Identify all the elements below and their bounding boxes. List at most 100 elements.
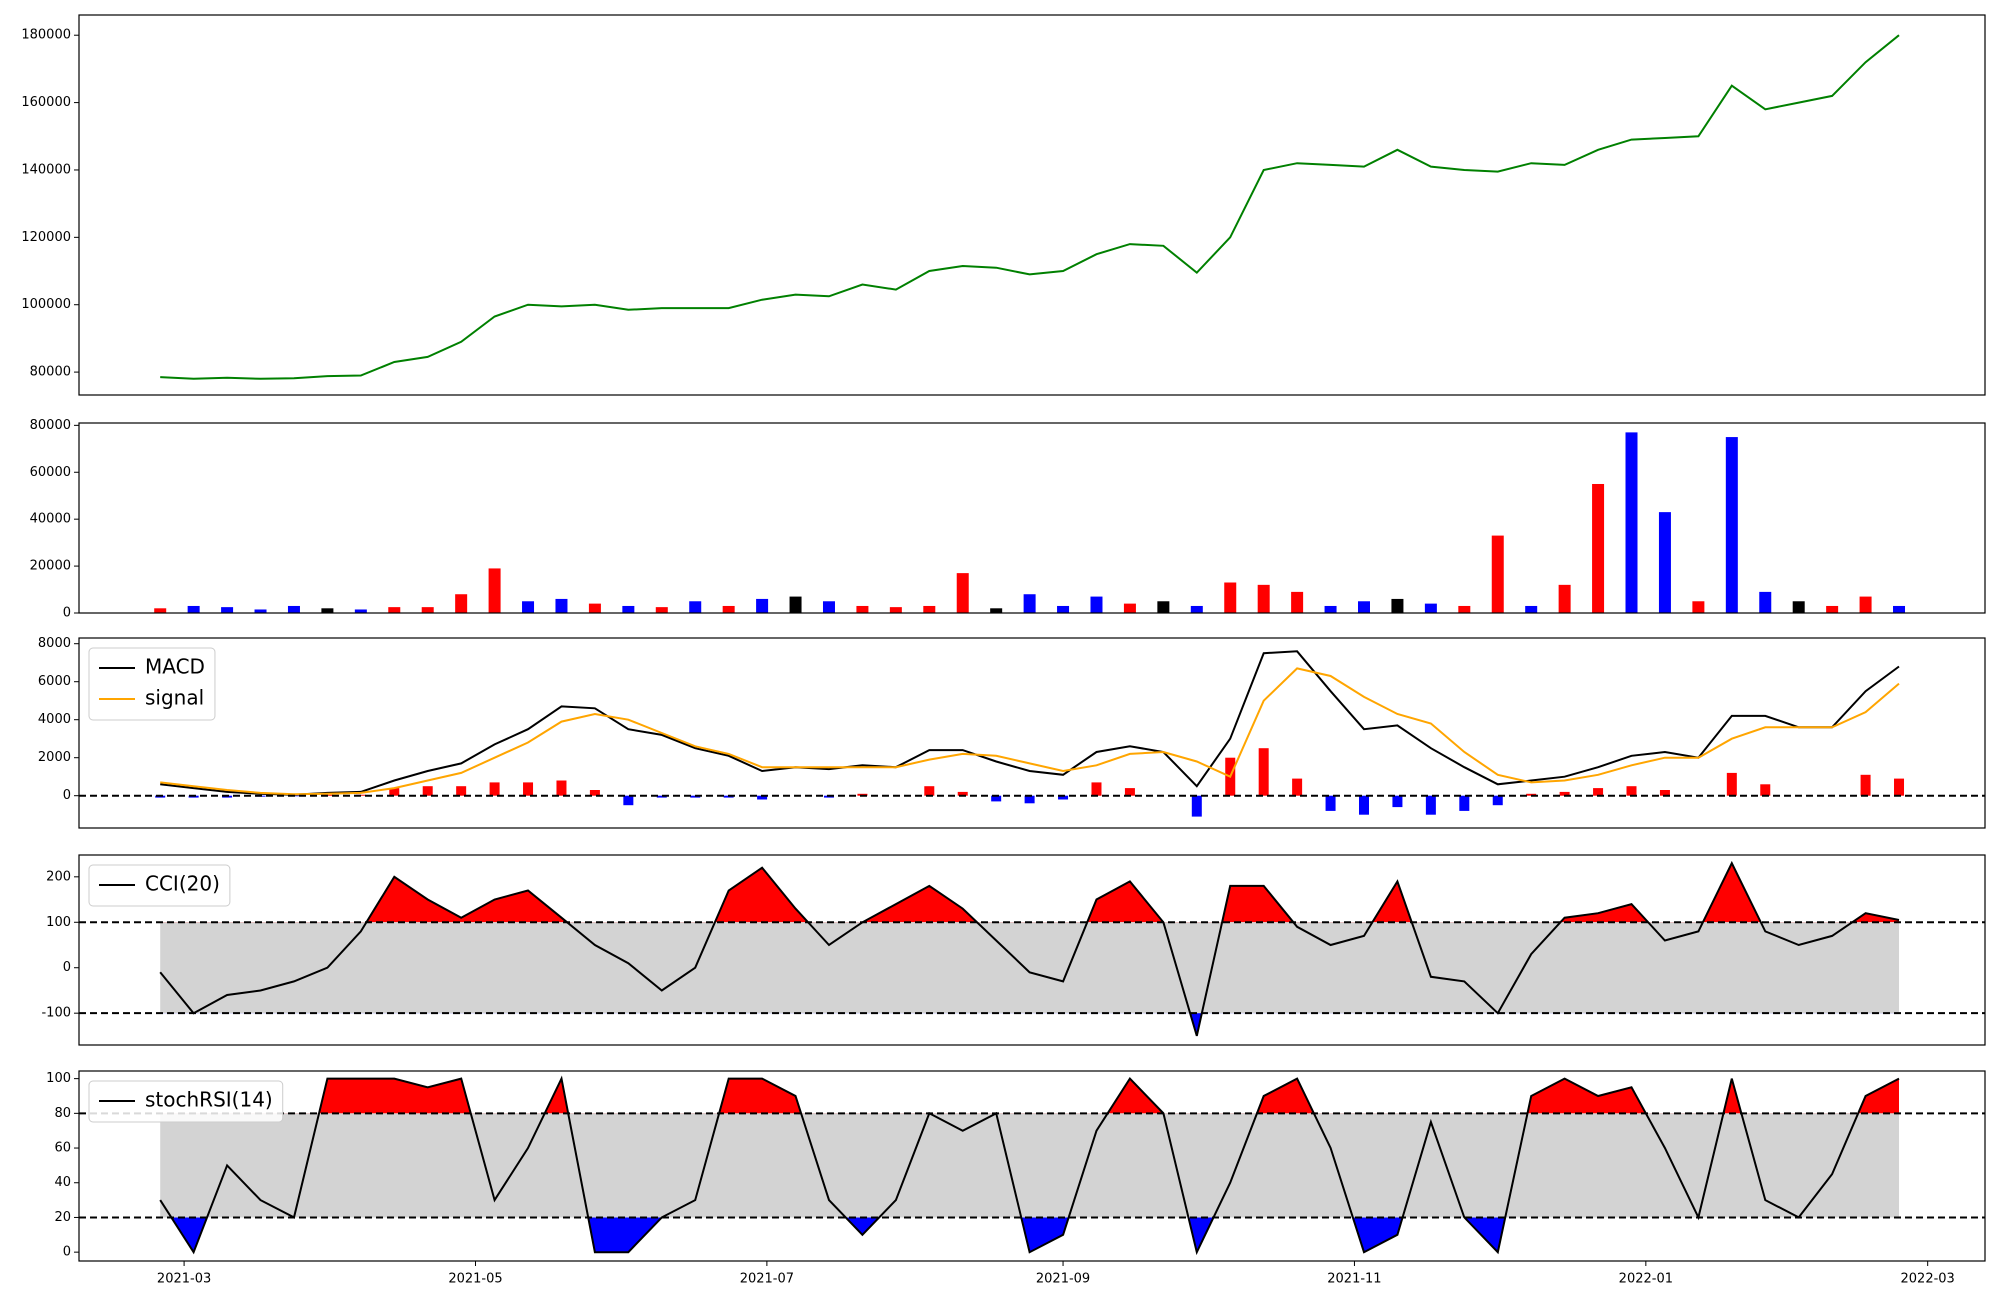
line — [160, 34, 1900, 380]
legend-label: CCI(20) — [145, 872, 220, 896]
histogram-bar — [1760, 784, 1771, 796]
legend-label: MACD — [145, 655, 205, 679]
histogram-bar — [623, 795, 634, 806]
bar — [1324, 605, 1337, 613]
histogram-bar — [523, 782, 534, 796]
y-tick-label: 40000 — [30, 512, 71, 527]
legend-box — [88, 864, 231, 907]
x-tick-label: 2021-03 — [157, 1272, 211, 1287]
bar — [522, 601, 535, 613]
bar — [1592, 483, 1605, 613]
histogram-bar — [1325, 795, 1336, 811]
bar — [1157, 601, 1170, 613]
y-tick-label: 80000 — [30, 418, 71, 433]
histogram-bar — [924, 786, 935, 796]
bar — [956, 573, 969, 613]
bar — [1224, 582, 1237, 613]
bar — [455, 594, 468, 613]
bar — [388, 607, 401, 613]
histogram-bar — [957, 791, 968, 796]
bar — [1458, 605, 1471, 613]
y-tick-label: 8000 — [38, 636, 71, 651]
bar — [1257, 584, 1270, 613]
histogram-bar — [489, 782, 500, 796]
x-tick-label: 2022-01 — [1619, 1272, 1673, 1287]
y-tick-label: 60000 — [30, 465, 71, 480]
histogram-bar — [656, 795, 667, 798]
bar — [354, 609, 367, 613]
histogram-bar — [1593, 788, 1604, 796]
y-tick-label: 20 — [54, 1210, 71, 1225]
y-tick-label: 0 — [63, 606, 71, 621]
panel — [79, 860, 1985, 1037]
band — [160, 1113, 1900, 1218]
bar — [287, 605, 300, 613]
bar — [1893, 605, 1906, 613]
bar — [1357, 601, 1370, 613]
bar — [1424, 603, 1437, 613]
x-tick-label: 2021-11 — [1327, 1272, 1381, 1287]
histogram-bar — [1392, 795, 1403, 808]
histogram-bar — [589, 790, 600, 796]
panel — [160, 34, 1900, 380]
bar — [1391, 598, 1404, 613]
y-tick-label: 180000 — [21, 28, 71, 43]
histogram-bar — [757, 795, 768, 800]
y-tick-label: 6000 — [38, 674, 71, 689]
line — [160, 650, 1900, 796]
bar — [1558, 584, 1571, 613]
bar — [488, 568, 501, 613]
histogram-bar — [1559, 791, 1570, 796]
upper-fill — [366, 863, 1900, 923]
legend-box — [88, 1080, 284, 1123]
histogram-bar — [422, 786, 433, 796]
bar — [655, 607, 668, 613]
bar — [1625, 432, 1638, 613]
y-tick-label: 0 — [63, 1245, 71, 1260]
bar — [1692, 601, 1705, 613]
y-tick-label: 2000 — [38, 750, 71, 765]
bar — [1291, 591, 1304, 613]
bar — [923, 605, 936, 613]
bar — [1057, 605, 1070, 613]
bar — [889, 607, 902, 613]
bar — [1826, 605, 1839, 613]
y-tick-label: 80 — [54, 1106, 71, 1121]
bar — [588, 603, 601, 613]
panel — [79, 650, 1985, 817]
x-tick-label: 2021-05 — [448, 1272, 502, 1287]
bar — [1190, 605, 1203, 613]
y-tick-label: 0 — [63, 788, 71, 803]
y-tick-label: 100 — [46, 915, 71, 930]
legend-label: signal — [145, 686, 204, 710]
lower-fill — [160, 1217, 1900, 1253]
histogram-bar — [1191, 795, 1202, 817]
y-tick-label: 200 — [46, 869, 71, 884]
y-tick-label: 100000 — [21, 297, 71, 312]
panel — [154, 432, 1906, 613]
histogram-bar — [1024, 795, 1035, 804]
legend-box — [88, 647, 216, 721]
line — [160, 667, 1900, 796]
y-tick-label: 40 — [54, 1175, 71, 1190]
panel-frame — [78, 14, 1986, 396]
histogram-bar — [1292, 778, 1303, 796]
histogram-bar — [1425, 795, 1436, 815]
y-tick-label: 4000 — [38, 712, 71, 727]
bar — [856, 605, 869, 613]
bar — [1759, 591, 1772, 613]
legend-label: stochRSI(14) — [145, 1088, 273, 1112]
histogram-bar — [389, 788, 400, 796]
bar — [1725, 437, 1738, 613]
bar — [555, 598, 568, 613]
histogram-bar — [556, 780, 567, 796]
histogram-bar — [1894, 778, 1905, 796]
histogram-bar — [1459, 795, 1470, 811]
histogram-bar — [1492, 795, 1503, 806]
bar — [990, 608, 1003, 613]
bar — [789, 596, 802, 613]
histogram-bar — [456, 786, 467, 796]
y-tick-label: 60 — [54, 1141, 71, 1156]
